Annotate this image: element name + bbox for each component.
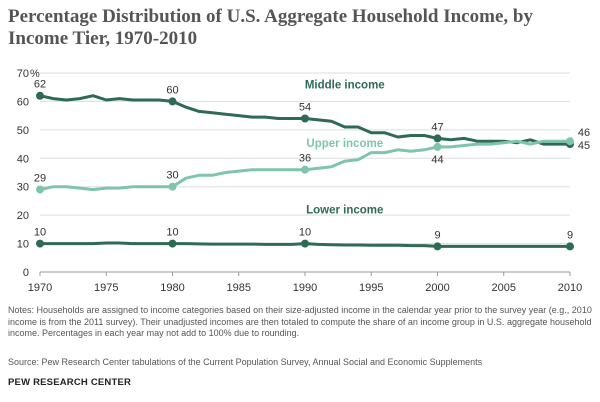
data-point-marker <box>168 239 177 248</box>
y-tick-label: 40 <box>17 153 29 165</box>
x-tick-label: 1975 <box>94 282 118 294</box>
data-label: 47 <box>431 121 443 133</box>
data-point-marker <box>301 165 309 174</box>
data-point-marker <box>36 185 44 194</box>
data-point-marker <box>433 142 442 151</box>
series-line <box>38 139 572 192</box>
footer-brand: PEW RESEARCH CENTER <box>8 377 132 388</box>
x-tick-label: 1990 <box>293 282 317 294</box>
data-label: 44 <box>431 154 443 166</box>
y-tick-label: 60 <box>17 96 29 108</box>
line-chart: 0 10 20 30 40 50 60 70 % 1970 1975 1980 1985 1990 1995… <box>17 68 590 294</box>
y-tick-label: 0 <box>23 267 29 279</box>
data-point-marker <box>36 239 44 248</box>
data-point-marker <box>433 242 442 251</box>
data-point-marker <box>168 97 177 106</box>
data-label: 60 <box>166 84 178 96</box>
y-tick-label: 50 <box>17 125 29 137</box>
x-tick-label: 1980 <box>160 282 184 294</box>
series-lines <box>36 91 574 251</box>
y-unit-label: % <box>30 68 40 80</box>
data-label: 62 <box>34 79 46 91</box>
series-label: Middle income <box>305 80 385 92</box>
data-label: 10 <box>166 227 178 239</box>
data-label: 54 <box>299 101 311 113</box>
data-label: 10 <box>34 227 46 239</box>
data-label: 46 <box>578 127 590 139</box>
data-point-marker <box>566 137 574 146</box>
data-label: 9 <box>434 229 440 241</box>
data-label: 29 <box>34 173 46 185</box>
x-tick-label: 2010 <box>558 282 582 294</box>
chart-title: Percentage Distribution of U.S. Aggregat… <box>8 6 533 49</box>
x-tick-label: 2000 <box>425 282 449 294</box>
data-point-marker <box>566 242 574 251</box>
data-point-marker <box>301 239 309 248</box>
series-label: Lower income <box>306 205 383 217</box>
data-label: 45 <box>578 140 590 152</box>
data-point-marker <box>301 114 309 123</box>
y-tick-label: 10 <box>17 239 29 251</box>
chart-notes: Notes: Households are assigned to income… <box>8 305 592 338</box>
x-tick-label: 2005 <box>492 282 516 294</box>
data-point-marker <box>168 182 177 191</box>
axes: 0 10 20 30 40 50 60 70 % 1970 1975 1980 1985 1990 1995… <box>17 68 582 294</box>
data-point-marker <box>433 134 442 143</box>
y-tick-label: 30 <box>17 182 29 194</box>
y-tick-label: 70 <box>17 68 29 80</box>
data-label: 36 <box>299 153 311 165</box>
x-tick-label: 1985 <box>227 282 251 294</box>
labels: 62 60 54 47 45 Middle income 29 30 36 44 46 Upper i… <box>34 79 590 242</box>
x-tick-label: 1995 <box>359 282 383 294</box>
data-point-marker <box>36 91 44 100</box>
chart-source: Source: Pew Research Center tabulations … <box>8 357 483 367</box>
data-label: 30 <box>166 170 178 182</box>
y-tick-label: 20 <box>17 210 29 222</box>
data-label: 10 <box>299 227 311 239</box>
x-tick-label: 1970 <box>28 282 52 294</box>
data-label: 9 <box>567 229 573 241</box>
series-label: Upper income <box>306 138 383 150</box>
